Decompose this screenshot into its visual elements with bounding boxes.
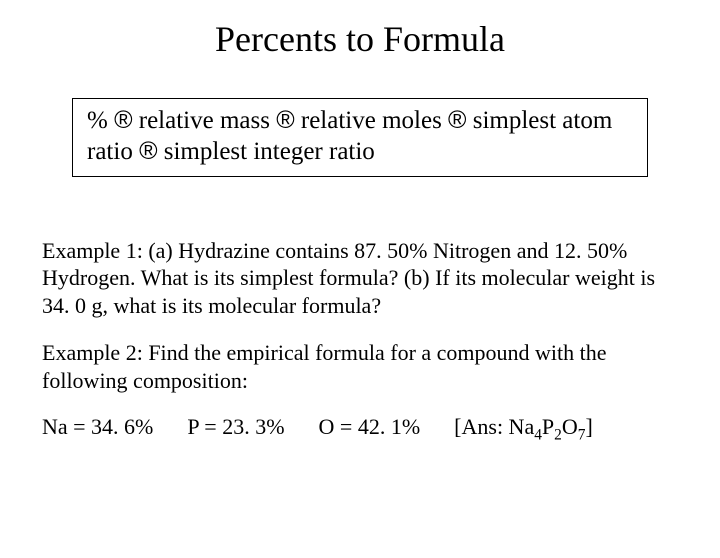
composition-o: O = 42. 1% <box>319 414 421 440</box>
example-1-label: Example 1: <box>42 238 143 263</box>
arrow-icon: ® <box>139 137 157 165</box>
flow-step-5: simplest integer ratio <box>164 138 375 165</box>
arrow-icon: ® <box>448 106 466 134</box>
composition-row: Na = 34. 6% P = 23. 3% O = 42. 1% [Ans: … <box>42 414 678 440</box>
flow-step-3: relative moles <box>301 107 442 134</box>
arrow-icon: ® <box>114 106 132 134</box>
arrow-icon: ® <box>276 106 294 134</box>
flow-step-1: % <box>87 107 108 134</box>
flow-step-2: relative mass <box>139 107 270 134</box>
example-2-label: Example 2: <box>42 340 143 365</box>
flow-box: % ® relative mass ® relative moles ® sim… <box>72 98 648 177</box>
example-2: Example 2: Find the empirical formula fo… <box>42 339 678 394</box>
example-1: Example 1: (a) Hydrazine contains 87. 50… <box>42 237 678 320</box>
composition-answer: [Ans: Na4P2O7] <box>454 414 593 440</box>
composition-p: P = 23. 3% <box>187 414 284 440</box>
composition-na: Na = 34. 6% <box>42 414 153 440</box>
page-title: Percents to Formula <box>0 18 720 60</box>
